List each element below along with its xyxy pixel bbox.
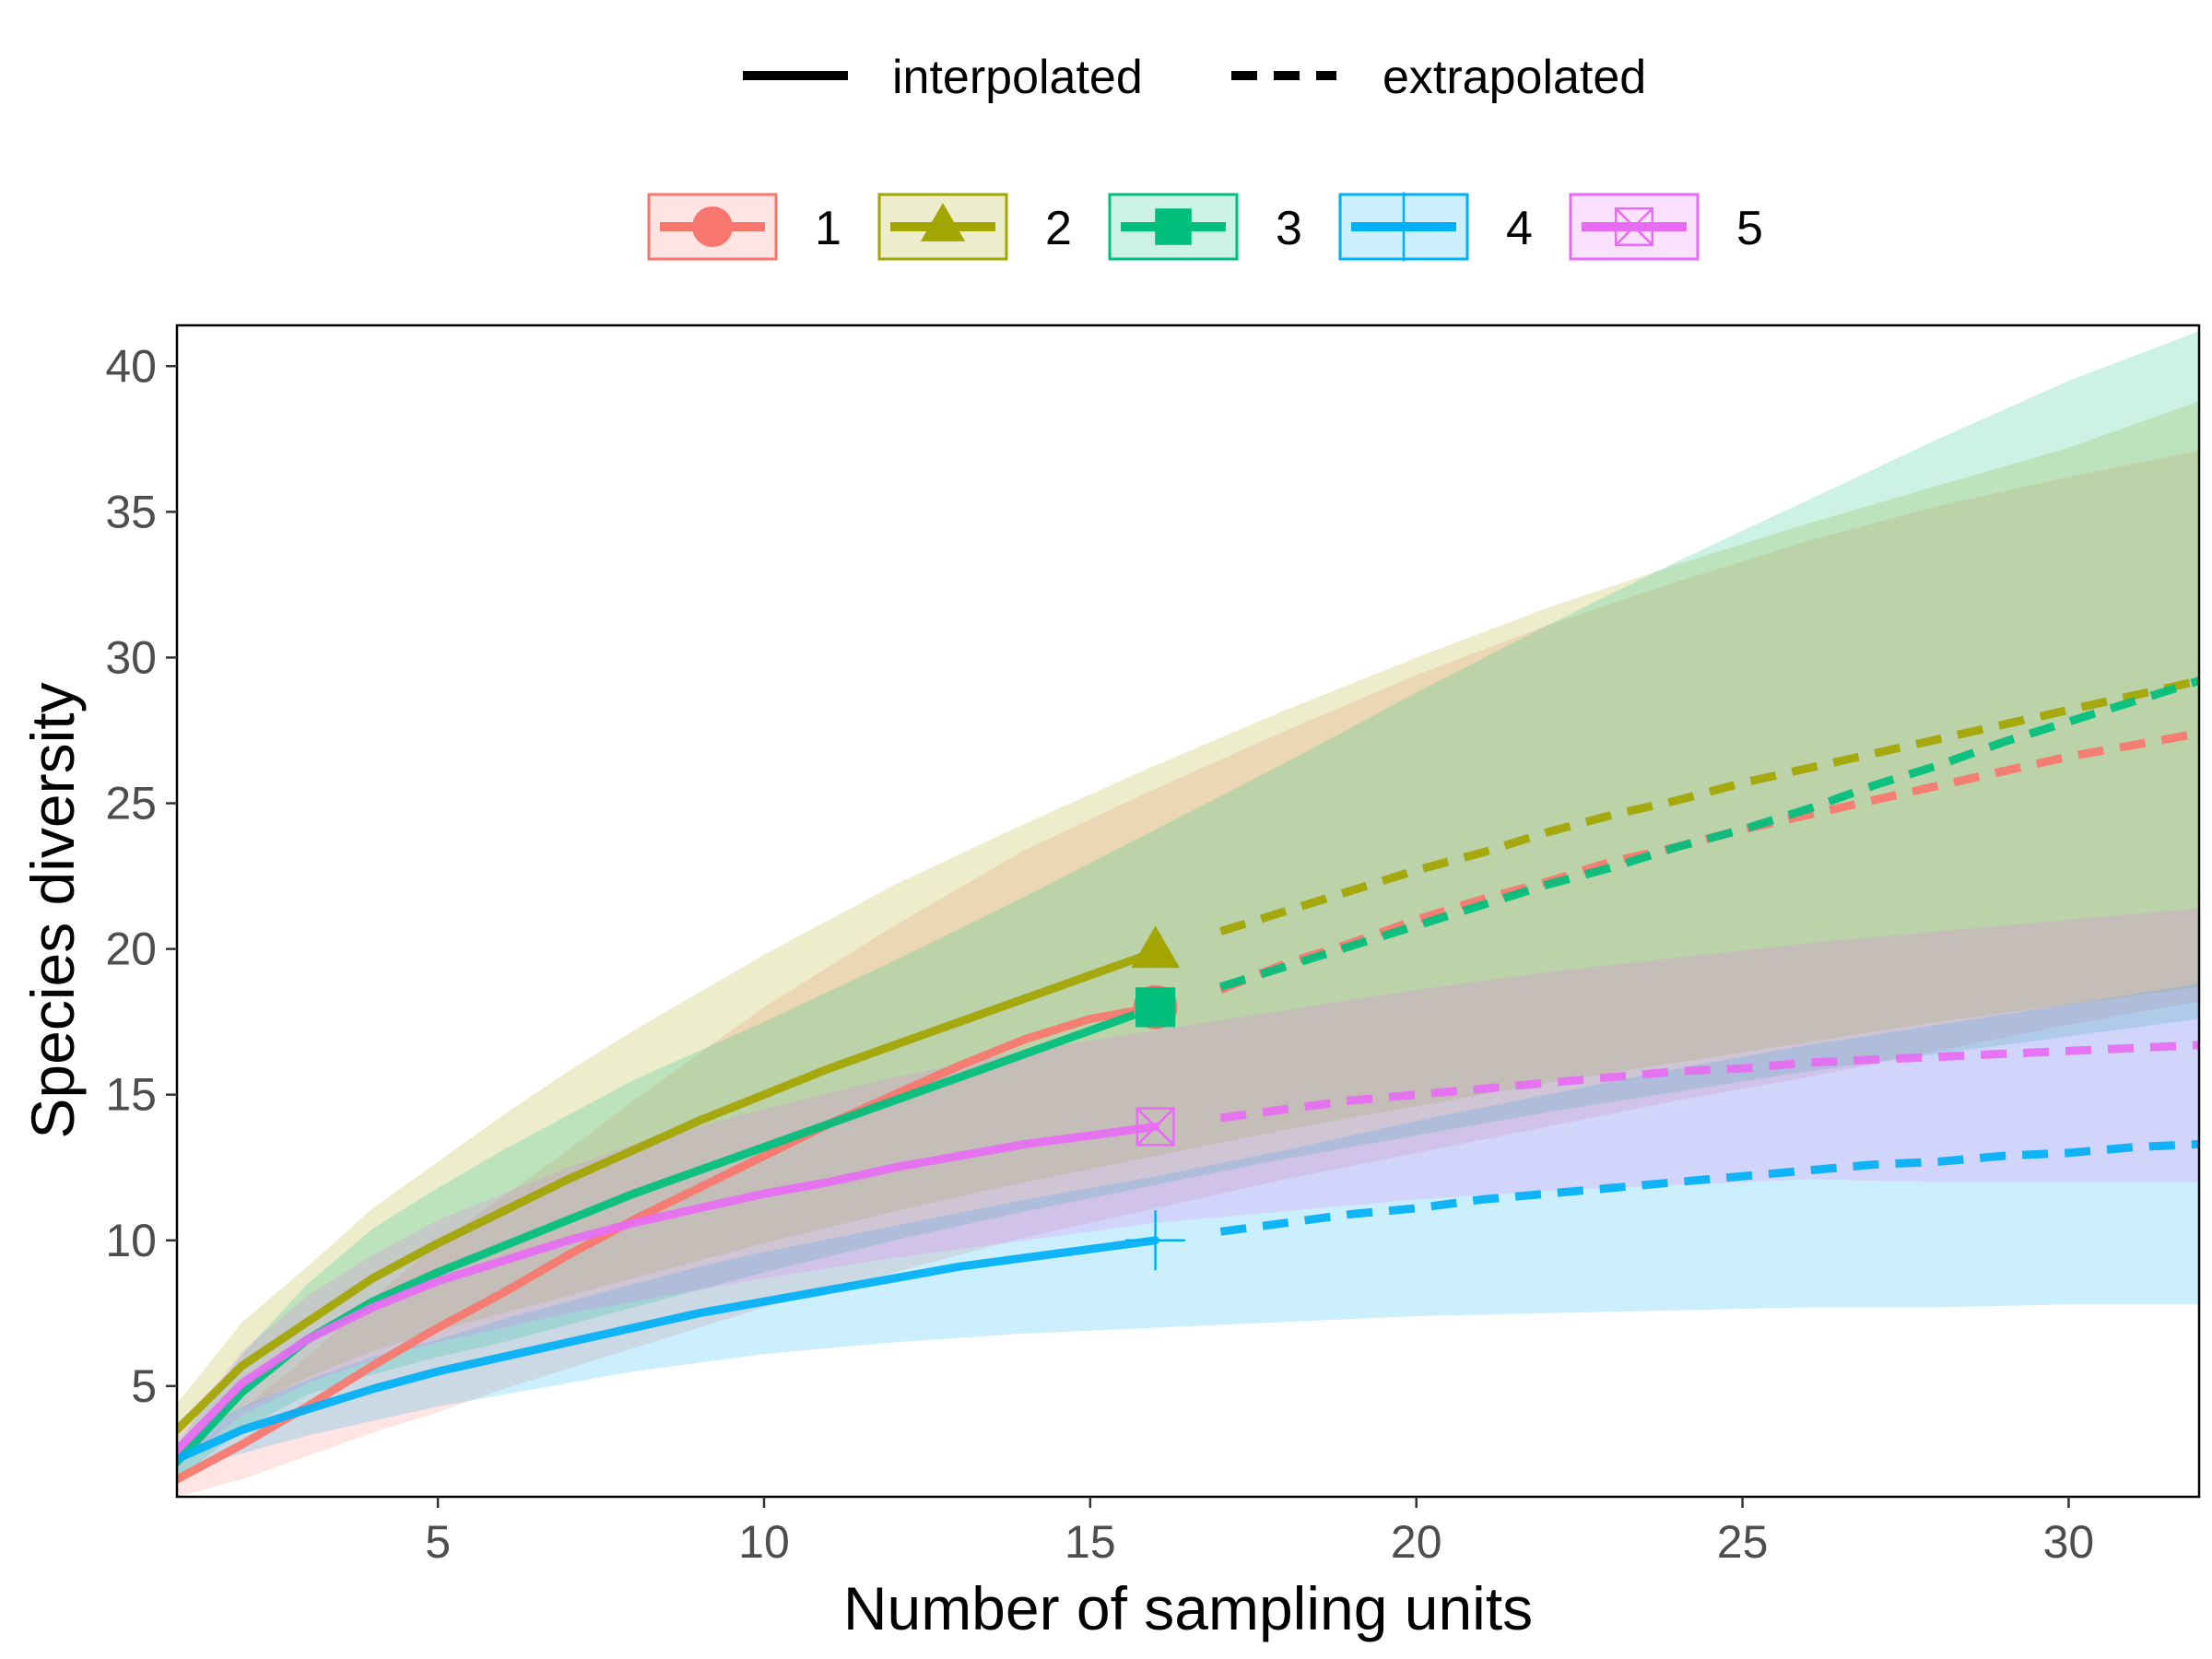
- x-tick-label-5: 5: [425, 1516, 451, 1568]
- observed-markers: [1125, 925, 1186, 1271]
- legend-marker-series-1: [692, 206, 733, 247]
- confidence-bands: [177, 331, 2199, 1497]
- interpolated-line-series-2: [177, 947, 1160, 1434]
- observed-marker-series-3: [1135, 987, 1176, 1028]
- band-series-5: [177, 908, 2199, 1465]
- interpolated-line-series-1: [177, 1003, 1160, 1484]
- x-tick-label-30: 30: [2043, 1516, 2095, 1568]
- legend-marker-series-5: [1614, 206, 1654, 247]
- legend-label-series-2: 2: [1045, 202, 1072, 255]
- legend-item-series-1: 1: [647, 193, 841, 261]
- x-tick-label-10: 10: [738, 1516, 790, 1568]
- band-series-1: [177, 451, 2199, 1497]
- band-series-4: [177, 983, 2199, 1474]
- legend-label-series-3: 3: [1276, 202, 1302, 255]
- linetype-legend: interpolated extrapolated: [743, 51, 1646, 104]
- interpolated-line-series-4: [177, 1236, 1160, 1464]
- plot-frame: [175, 324, 2201, 1499]
- legend-item-series-2: 2: [877, 193, 1072, 261]
- legend-marker-series-2: [920, 203, 966, 241]
- x-tick-label-25: 25: [1717, 1516, 1769, 1568]
- interpolated-line-series-5: [177, 1123, 1160, 1454]
- legend-item-series-5: 5: [1569, 193, 1763, 261]
- extrapolated-line-series-3: [1219, 677, 2199, 991]
- series-lines: [177, 677, 2199, 1484]
- x-axis-title: Number of sampling units: [843, 1574, 1533, 1642]
- observed-marker-series-4: [1125, 1210, 1186, 1271]
- legend-label-series-5: 5: [1736, 202, 1763, 255]
- x-axis: 5 10 15 20 25 30: [425, 1497, 2094, 1568]
- legend-marker-series-3: [1155, 208, 1192, 245]
- y-tick-label-25: 25: [105, 778, 157, 830]
- legend-item-series-3: 3: [1108, 193, 1302, 261]
- y-tick-label-10: 10: [105, 1215, 157, 1266]
- observed-marker-series-5: [1135, 1107, 1175, 1147]
- y-tick-label-15: 15: [105, 1069, 157, 1121]
- y-tick-label-35: 35: [105, 486, 157, 537]
- y-tick-label-40: 40: [105, 340, 157, 392]
- extrapolated-line-series-5: [1219, 1041, 2199, 1123]
- legend-label-series-1: 1: [815, 202, 841, 255]
- y-tick-label-20: 20: [105, 924, 157, 975]
- y-tick-label-5: 5: [131, 1360, 157, 1412]
- x-tick-label-20: 20: [1391, 1516, 1442, 1568]
- legend-item-series-4: 4: [1338, 192, 1533, 262]
- legend-marker-series-4: [1369, 192, 1439, 262]
- observed-marker-series-2: [1131, 925, 1181, 969]
- y-axis: 5 10 15 20 25 30 35 40: [105, 340, 177, 1412]
- legend-label-series-4: 4: [1506, 202, 1533, 255]
- extrapolated-line-series-4: [1219, 1139, 2199, 1236]
- legend-extrapolated-label: extrapolated: [1382, 51, 1646, 104]
- x-tick-label-15: 15: [1065, 1516, 1116, 1568]
- y-tick-label-30: 30: [105, 631, 157, 683]
- y-axis-title: Species diversity: [18, 682, 87, 1138]
- legend-interpolated-label: interpolated: [892, 51, 1143, 104]
- extrapolated-line-series-2: [1219, 677, 2199, 935]
- series-legend: 1 2 3 4 5: [647, 192, 1763, 262]
